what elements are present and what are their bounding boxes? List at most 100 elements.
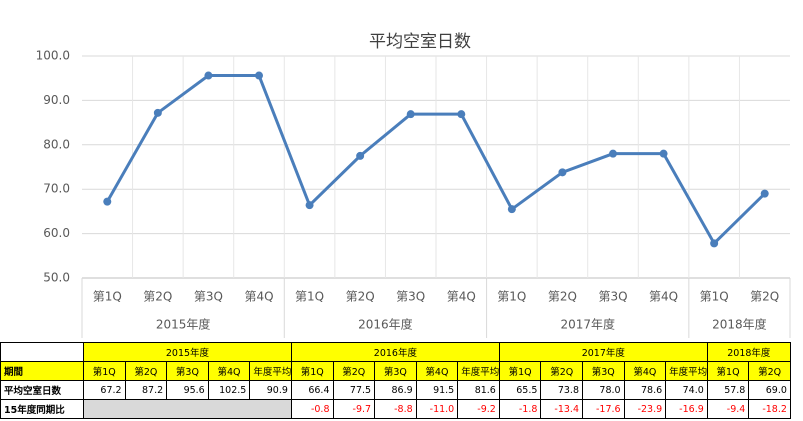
point <box>760 189 769 198</box>
series-line <box>105 74 766 246</box>
row-label: 15年度同期比 <box>0 399 84 419</box>
group-label: 2016年度 <box>358 317 413 332</box>
table-cell: 78.6 <box>623 380 667 400</box>
x-tick-label: 第3Q <box>396 290 425 304</box>
point <box>103 197 112 206</box>
table-cell: 81.6 <box>457 380 500 400</box>
y-tick-label: 50.0 <box>43 271 70 285</box>
x-tick-label: 第2Q <box>143 290 172 304</box>
table-cell: -8.8 <box>374 399 417 419</box>
table-cell: -17.6 <box>582 399 625 419</box>
table-row: 2015年度 2016年度 2017年度 2018年度 <box>0 342 791 362</box>
point <box>305 201 314 210</box>
x-tick-label: 第1Q <box>497 290 526 304</box>
x-tick-label: 第1Q <box>93 290 122 304</box>
table-cell: 78.0 <box>582 380 625 400</box>
group-header: 2015年度 <box>83 342 292 362</box>
point <box>406 110 415 119</box>
table-row: 期間 第1Q 第2Q 第3Q 第4Q 年度平均 第1Q 第2Q 第3Q 第4Q 年度平均 第1Q 第2Q… <box>0 361 791 381</box>
data-table: 2015年度 2016年度 2017年度 2018年度 期間 第1Q 第2Q 第3Q 第4Q 年度… <box>0 342 791 419</box>
point <box>204 71 213 80</box>
table-cell: 67.2 <box>83 380 126 400</box>
point <box>153 108 162 117</box>
chart-title: 平均空室日数 <box>369 32 471 52</box>
x-tick-label: 第4Q <box>244 290 273 304</box>
table-cell: -9.2 <box>457 399 500 419</box>
column-header: 第2Q <box>124 361 168 381</box>
point <box>558 168 567 177</box>
table-row: 平均空室日数 67.2 87.2 95.6 102.5 90.9 66.4 77.5 86.9 9… <box>0 380 791 400</box>
group-header: 2016年度 <box>290 342 500 362</box>
column-header: 第3Q <box>166 361 209 381</box>
group-header: 2017年度 <box>498 342 708 362</box>
column-header: 第1Q <box>706 361 750 381</box>
table-cell: 57.8 <box>706 380 750 400</box>
column-header: 第4Q <box>415 361 459 381</box>
table-cell: -23.9 <box>623 399 667 419</box>
column-header: 第1Q <box>498 361 542 381</box>
column-header: 第1Q <box>290 361 334 381</box>
y-tick-label: 60.0 <box>43 226 70 240</box>
table-cell: -0.8 <box>290 399 334 419</box>
y-tick-label: 100.0 <box>36 49 70 63</box>
row-label: 平均空室日数 <box>0 380 84 400</box>
column-header: 第1Q <box>83 361 126 381</box>
table-cell: -9.4 <box>706 399 750 419</box>
column-header: 第2Q <box>748 361 791 381</box>
y-tick-label: 70.0 <box>43 182 70 196</box>
point <box>507 205 516 214</box>
table-cell: -1.8 <box>498 399 542 419</box>
table-cell: 65.5 <box>498 380 542 400</box>
group-label: 2018年度 <box>712 317 767 332</box>
chart: 平均空室日数 50.0 60.0 70.0 80.0 90.0 100.0 第1Q 第2Q 第3… <box>36 32 791 338</box>
table-cell: 91.5 <box>415 380 459 400</box>
y-tick-label: 80.0 <box>43 137 70 151</box>
x-tick-label: 第2Q <box>346 290 375 304</box>
group-label: 2015年度 <box>156 317 211 332</box>
table-cell: 73.8 <box>540 380 583 400</box>
column-header: 第3Q <box>374 361 417 381</box>
group-label: 2017年度 <box>560 317 615 332</box>
column-header: 年度平均 <box>457 361 500 381</box>
table-row: 15年度同期比 -0.8 -9.7 -8.8 -11.0 -9.2 -1.8 -13.4 -17… <box>0 399 791 419</box>
table-cell: -18.2 <box>748 399 791 419</box>
x-tick-label: 第3Q <box>194 290 223 304</box>
column-header: 年度平均 <box>249 361 292 381</box>
table-cell: 87.2 <box>124 380 168 400</box>
column-header: 第2Q <box>540 361 583 381</box>
point <box>710 239 719 248</box>
table-cell: 69.0 <box>748 380 791 400</box>
table-cell: -9.7 <box>332 399 376 419</box>
column-header: 第3Q <box>582 361 625 381</box>
x-tick-label: 第4Q <box>447 290 476 304</box>
table-cell: -16.9 <box>665 399 708 419</box>
point <box>255 71 263 80</box>
point <box>609 149 617 158</box>
table-cell: 86.9 <box>374 380 417 400</box>
table-cell: -13.4 <box>540 399 583 419</box>
blank-cell <box>83 399 292 419</box>
x-tick-label: 第1Q <box>700 290 729 304</box>
y-tick-label: 90.0 <box>43 93 70 107</box>
x-tick-label: 第4Q <box>649 290 678 304</box>
column-header: 年度平均 <box>665 361 708 381</box>
table-cell: 95.6 <box>166 380 209 400</box>
point <box>659 149 668 158</box>
table-cell: 74.0 <box>665 380 708 400</box>
table-cell: 66.4 <box>290 380 334 400</box>
x-tick-label: 第1Q <box>295 290 324 304</box>
table-cell: -11.0 <box>415 399 459 419</box>
x-tick-label: 第2Q <box>750 290 779 304</box>
column-header: 第4Q <box>623 361 667 381</box>
table-cell: 102.5 <box>207 380 251 400</box>
column-header: 第4Q <box>207 361 251 381</box>
column-header: 第2Q <box>332 361 376 381</box>
table-cell: 77.5 <box>332 380 376 400</box>
corner-cell <box>0 342 84 362</box>
group-header: 2018年度 <box>706 342 791 362</box>
x-tick-label: 第3Q <box>598 290 627 304</box>
table-cell: 90.9 <box>249 380 292 400</box>
point <box>356 151 365 160</box>
period-label: 期間 <box>0 361 84 381</box>
